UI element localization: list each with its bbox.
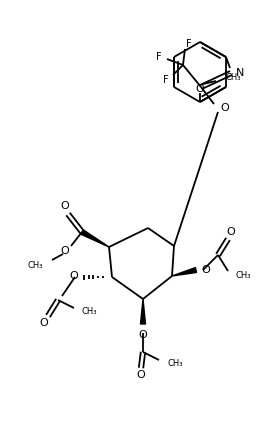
Polygon shape (172, 267, 197, 276)
Text: F: F (186, 39, 191, 49)
Text: O: O (227, 227, 235, 237)
Polygon shape (141, 299, 145, 324)
Text: CH₃: CH₃ (226, 73, 241, 83)
Polygon shape (81, 230, 109, 247)
Text: O: O (201, 265, 210, 275)
Text: CH₃: CH₃ (235, 271, 251, 280)
Text: CH₃: CH₃ (81, 306, 97, 315)
Text: CH₃: CH₃ (167, 359, 183, 368)
Text: O: O (137, 370, 145, 380)
Text: O: O (61, 201, 69, 211)
Text: O: O (61, 246, 69, 256)
Text: N: N (236, 68, 244, 78)
Text: O: O (196, 84, 204, 94)
Text: F: F (163, 75, 169, 85)
Text: O: O (220, 103, 229, 113)
Text: CH₃: CH₃ (27, 260, 43, 270)
Text: O: O (139, 330, 147, 340)
Text: O: O (40, 318, 48, 328)
Text: F: F (156, 52, 162, 62)
Text: O: O (69, 271, 78, 281)
